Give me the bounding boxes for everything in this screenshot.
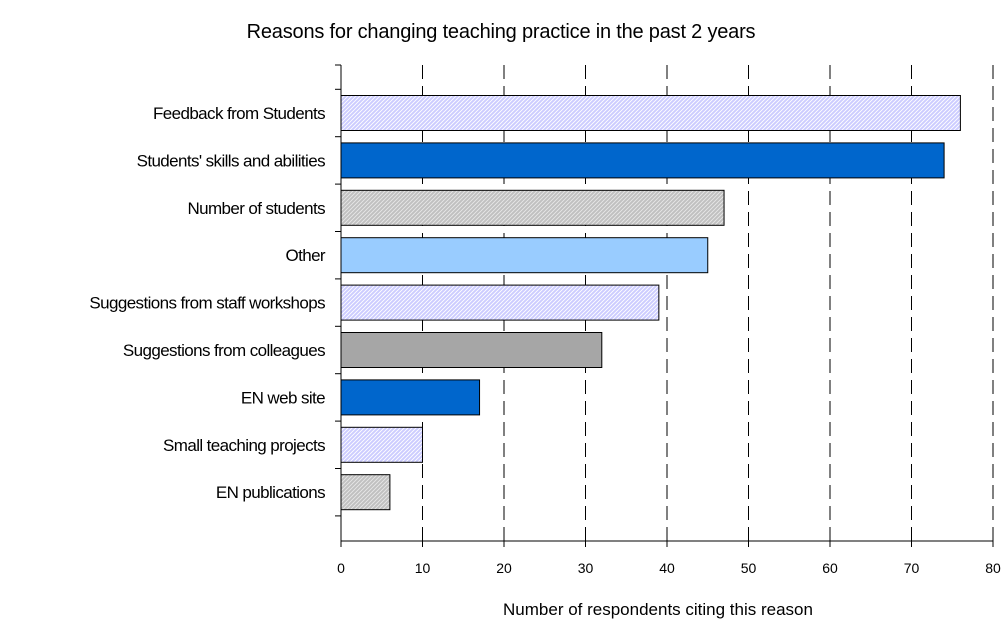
category-label: EN web site — [241, 388, 325, 407]
x-tick-label: 60 — [822, 560, 838, 576]
bar — [340, 142, 945, 179]
category-label: Other — [285, 246, 325, 265]
bar — [340, 332, 603, 368]
category-labels: Feedback from Students Students' skills a… — [89, 104, 326, 502]
bar — [340, 474, 391, 511]
x-tick-label: 30 — [578, 560, 594, 576]
category-label: Suggestions from colleagues — [123, 341, 325, 360]
bar — [340, 95, 961, 131]
x-axis-ticks: 0 10 20 30 40 50 60 70 80 — [335, 64, 1001, 576]
x-tick-label: 40 — [659, 560, 675, 576]
bar — [340, 237, 709, 274]
bar — [340, 379, 481, 416]
category-label: Suggestions from staff workshops — [89, 294, 325, 313]
x-tick-label: 10 — [415, 560, 431, 576]
bars — [340, 95, 961, 511]
x-tick-label: 20 — [496, 560, 512, 576]
bar — [340, 284, 660, 321]
x-tick-label: 50 — [741, 560, 757, 576]
x-axis-title: Number of respondents citing this reason — [503, 600, 813, 619]
category-label: Students' skills and abilities — [137, 151, 326, 170]
bar — [340, 426, 423, 463]
x-tick-label: 70 — [904, 560, 920, 576]
category-label: EN publications — [216, 483, 325, 502]
x-tick-label: 80 — [985, 560, 1001, 576]
category-label: Feedback from Students — [153, 104, 325, 123]
category-label: Number of students — [187, 199, 325, 218]
category-label: Small teaching projects — [163, 436, 325, 455]
chart-title: Reasons for changing teaching practice i… — [247, 21, 756, 43]
bar — [340, 189, 725, 226]
x-tick-label: 0 — [337, 560, 345, 576]
